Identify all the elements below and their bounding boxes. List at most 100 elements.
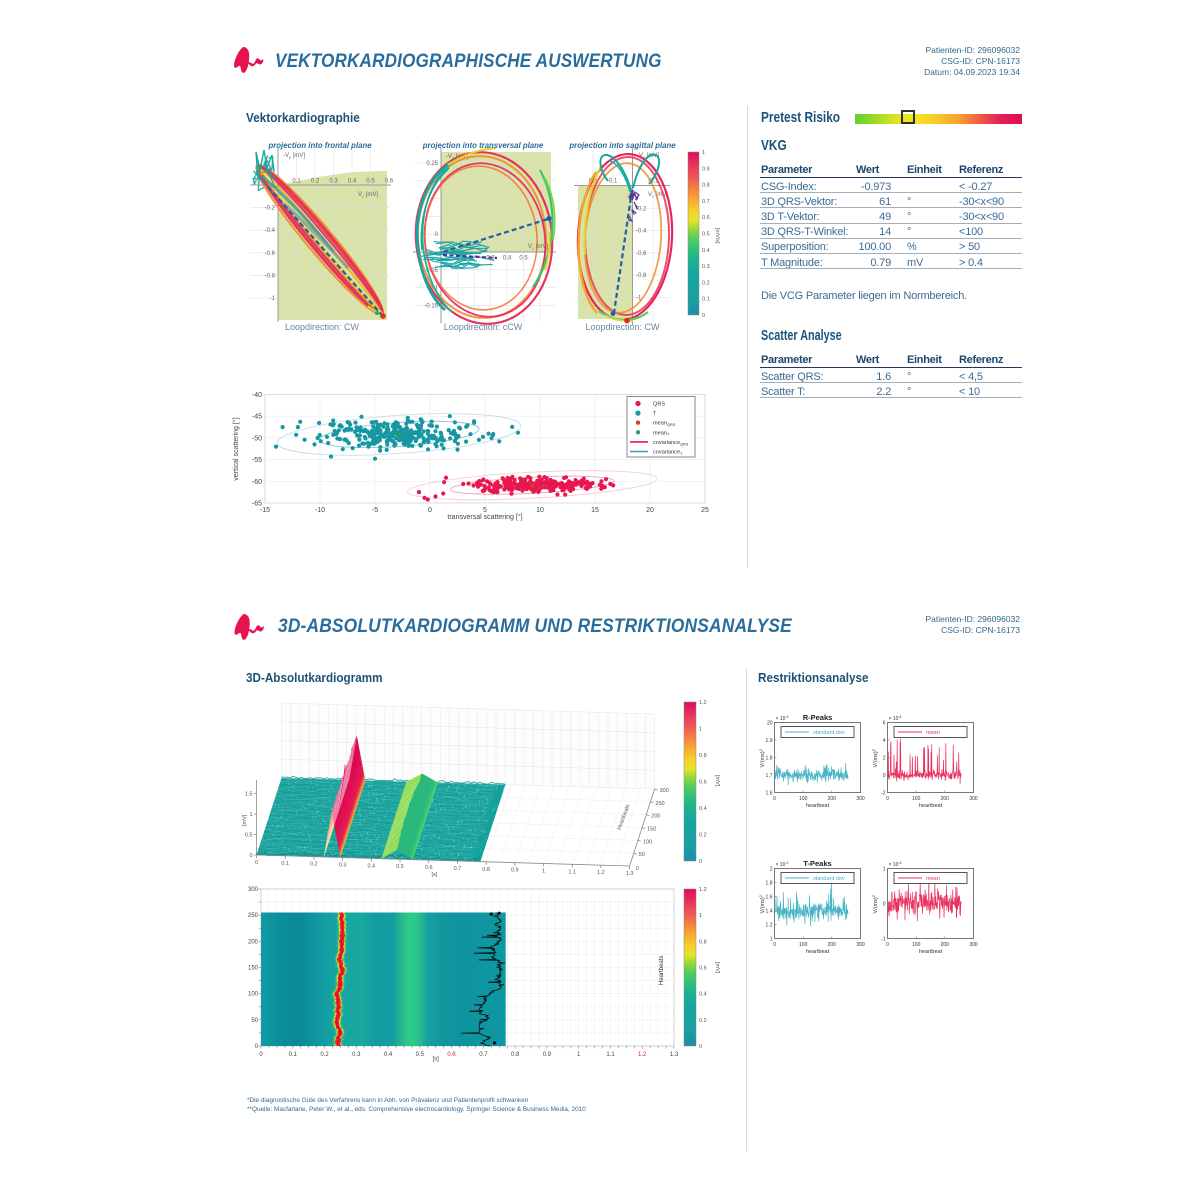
svg-text:V/(ms)2: V/(ms)2 (758, 894, 766, 913)
svg-text:0: 0 (702, 313, 705, 319)
svg-text:0.9: 0.9 (511, 868, 519, 874)
svg-text:1.2: 1.2 (638, 1052, 647, 1058)
svg-text:0: 0 (886, 942, 889, 948)
svg-text:heartbeat: heartbeat (806, 949, 830, 955)
svg-text:V/(ms)2: V/(ms)2 (758, 748, 766, 767)
svg-text:0.6: 0.6 (425, 865, 433, 871)
svg-text:× 10-4: × 10-4 (889, 715, 902, 722)
svg-text:1.8: 1.8 (766, 881, 773, 887)
svg-text:0.7: 0.7 (454, 866, 462, 872)
svg-text:0.7: 0.7 (479, 1052, 488, 1058)
svg-text:0: 0 (435, 232, 439, 238)
svg-text:0: 0 (259, 1052, 263, 1058)
svg-text:300: 300 (856, 942, 865, 948)
svg-text:1.2: 1.2 (766, 923, 773, 929)
svg-text:250: 250 (655, 801, 664, 807)
svg-text:1: 1 (699, 727, 702, 733)
svg-text:200: 200 (828, 942, 837, 948)
svg-text:0.3: 0.3 (702, 264, 710, 270)
svg-text:0: 0 (883, 773, 886, 779)
svg-text:1: 1 (577, 1052, 581, 1058)
svg-text:1.6: 1.6 (766, 791, 773, 797)
svg-text:0.1: 0.1 (609, 179, 618, 185)
svg-text:-1: -1 (636, 295, 642, 301)
svg-text:2: 2 (883, 756, 886, 762)
svg-text:T-Peaks: T-Peaks (803, 859, 831, 868)
svg-text:0.2: 0.2 (699, 833, 707, 839)
svg-text:1.9: 1.9 (766, 738, 773, 744)
svg-text:0.6: 0.6 (702, 215, 710, 221)
svg-text:1.2: 1.2 (699, 700, 707, 706)
svg-text:[mV/s]: [mV/s] (714, 228, 720, 244)
svg-text:-0.1: -0.1 (648, 179, 659, 185)
svg-text:0: 0 (699, 859, 702, 865)
svg-text:0: 0 (773, 942, 776, 948)
svg-text:1.3: 1.3 (670, 1052, 679, 1058)
svg-text:300: 300 (248, 887, 259, 893)
svg-text:1: 1 (702, 150, 705, 156)
svg-text:1: 1 (249, 812, 252, 818)
svg-text:0: 0 (255, 860, 258, 866)
svg-text:0: 0 (699, 1044, 702, 1050)
svg-text:0.9: 0.9 (702, 166, 710, 172)
svg-text:0.8: 0.8 (511, 1052, 520, 1058)
svg-text:0.9: 0.9 (543, 1052, 552, 1058)
svg-text:-0.4: -0.4 (636, 229, 647, 235)
svg-text:1.1: 1.1 (606, 1052, 615, 1058)
svg-text:× 10-3: × 10-3 (776, 715, 789, 722)
svg-text:6: 6 (883, 721, 886, 727)
svg-text:1: 1 (883, 867, 886, 873)
svg-text:0.8: 0.8 (699, 939, 707, 945)
svg-text:Vx [mV]: Vx [mV] (358, 192, 378, 199)
svg-text:× 10-3: × 10-3 (776, 861, 789, 868)
svg-text:1: 1 (542, 868, 545, 874)
svg-text:[mV]: [mV] (714, 775, 720, 787)
svg-text:Vx [mV]: Vx [mV] (648, 192, 668, 199)
svg-text:heartbeat: heartbeat (806, 803, 830, 809)
svg-text:-65: -65 (252, 501, 262, 508)
svg-text:20: 20 (646, 507, 654, 514)
svg-text:-0.6: -0.6 (265, 251, 276, 257)
svg-text:1.3: 1.3 (626, 871, 634, 877)
svg-text:200: 200 (248, 939, 259, 945)
svg-text:Heartbeats: Heartbeats (659, 956, 665, 985)
svg-text:0.6: 0.6 (385, 179, 394, 185)
svg-text:0.5: 0.5 (245, 833, 253, 839)
svg-text:1.8: 1.8 (766, 756, 773, 762)
svg-text:1.5: 1.5 (245, 792, 253, 798)
svg-text:[mV]: [mV] (714, 962, 720, 974)
svg-text:0.6: 0.6 (699, 780, 707, 786)
svg-text:0.25: 0.25 (426, 161, 438, 167)
svg-text:0.5: 0.5 (702, 232, 710, 238)
svg-text:mean: mean (926, 876, 940, 882)
svg-text:-1: -1 (270, 296, 276, 302)
svg-text:× 10-4: × 10-4 (889, 861, 902, 868)
svg-text:0: 0 (773, 796, 776, 802)
svg-text:0.6: 0.6 (447, 1052, 456, 1058)
svg-text:meanQRS: meanQRS (653, 421, 676, 427)
svg-text:0: 0 (249, 853, 252, 859)
svg-text:V/(ms)2: V/(ms)2 (871, 748, 879, 767)
svg-text:0.6: 0.6 (699, 966, 707, 972)
svg-text:0.5: 0.5 (519, 256, 528, 262)
svg-text:0: 0 (428, 507, 432, 514)
svg-text:100: 100 (248, 992, 259, 998)
svg-text:-0.4: -0.4 (265, 228, 276, 234)
svg-text:[mV]: [mV] (242, 814, 248, 826)
svg-text:1: 1 (770, 937, 773, 943)
svg-text:25: 25 (701, 507, 709, 514)
svg-text:0: 0 (636, 866, 639, 872)
svg-text:transversal scattering [°]: transversal scattering [°] (447, 513, 522, 521)
svg-text:-0.1: -0.1 (254, 179, 265, 185)
svg-text:standard dev: standard dev (813, 730, 845, 736)
svg-text:0.3: 0.3 (339, 863, 347, 869)
svg-text:vertical scattering [°]: vertical scattering [°] (232, 417, 240, 480)
svg-text:250: 250 (248, 913, 259, 919)
svg-text:T: T (653, 411, 657, 417)
svg-text:R-Peaks: R-Peaks (803, 713, 833, 722)
svg-text:200: 200 (651, 814, 660, 820)
svg-text:mean: mean (926, 730, 940, 736)
svg-text:Vx [mV]: Vx [mV] (528, 244, 548, 251)
svg-text:1.6: 1.6 (766, 895, 773, 901)
svg-text:0: 0 (255, 1044, 259, 1050)
